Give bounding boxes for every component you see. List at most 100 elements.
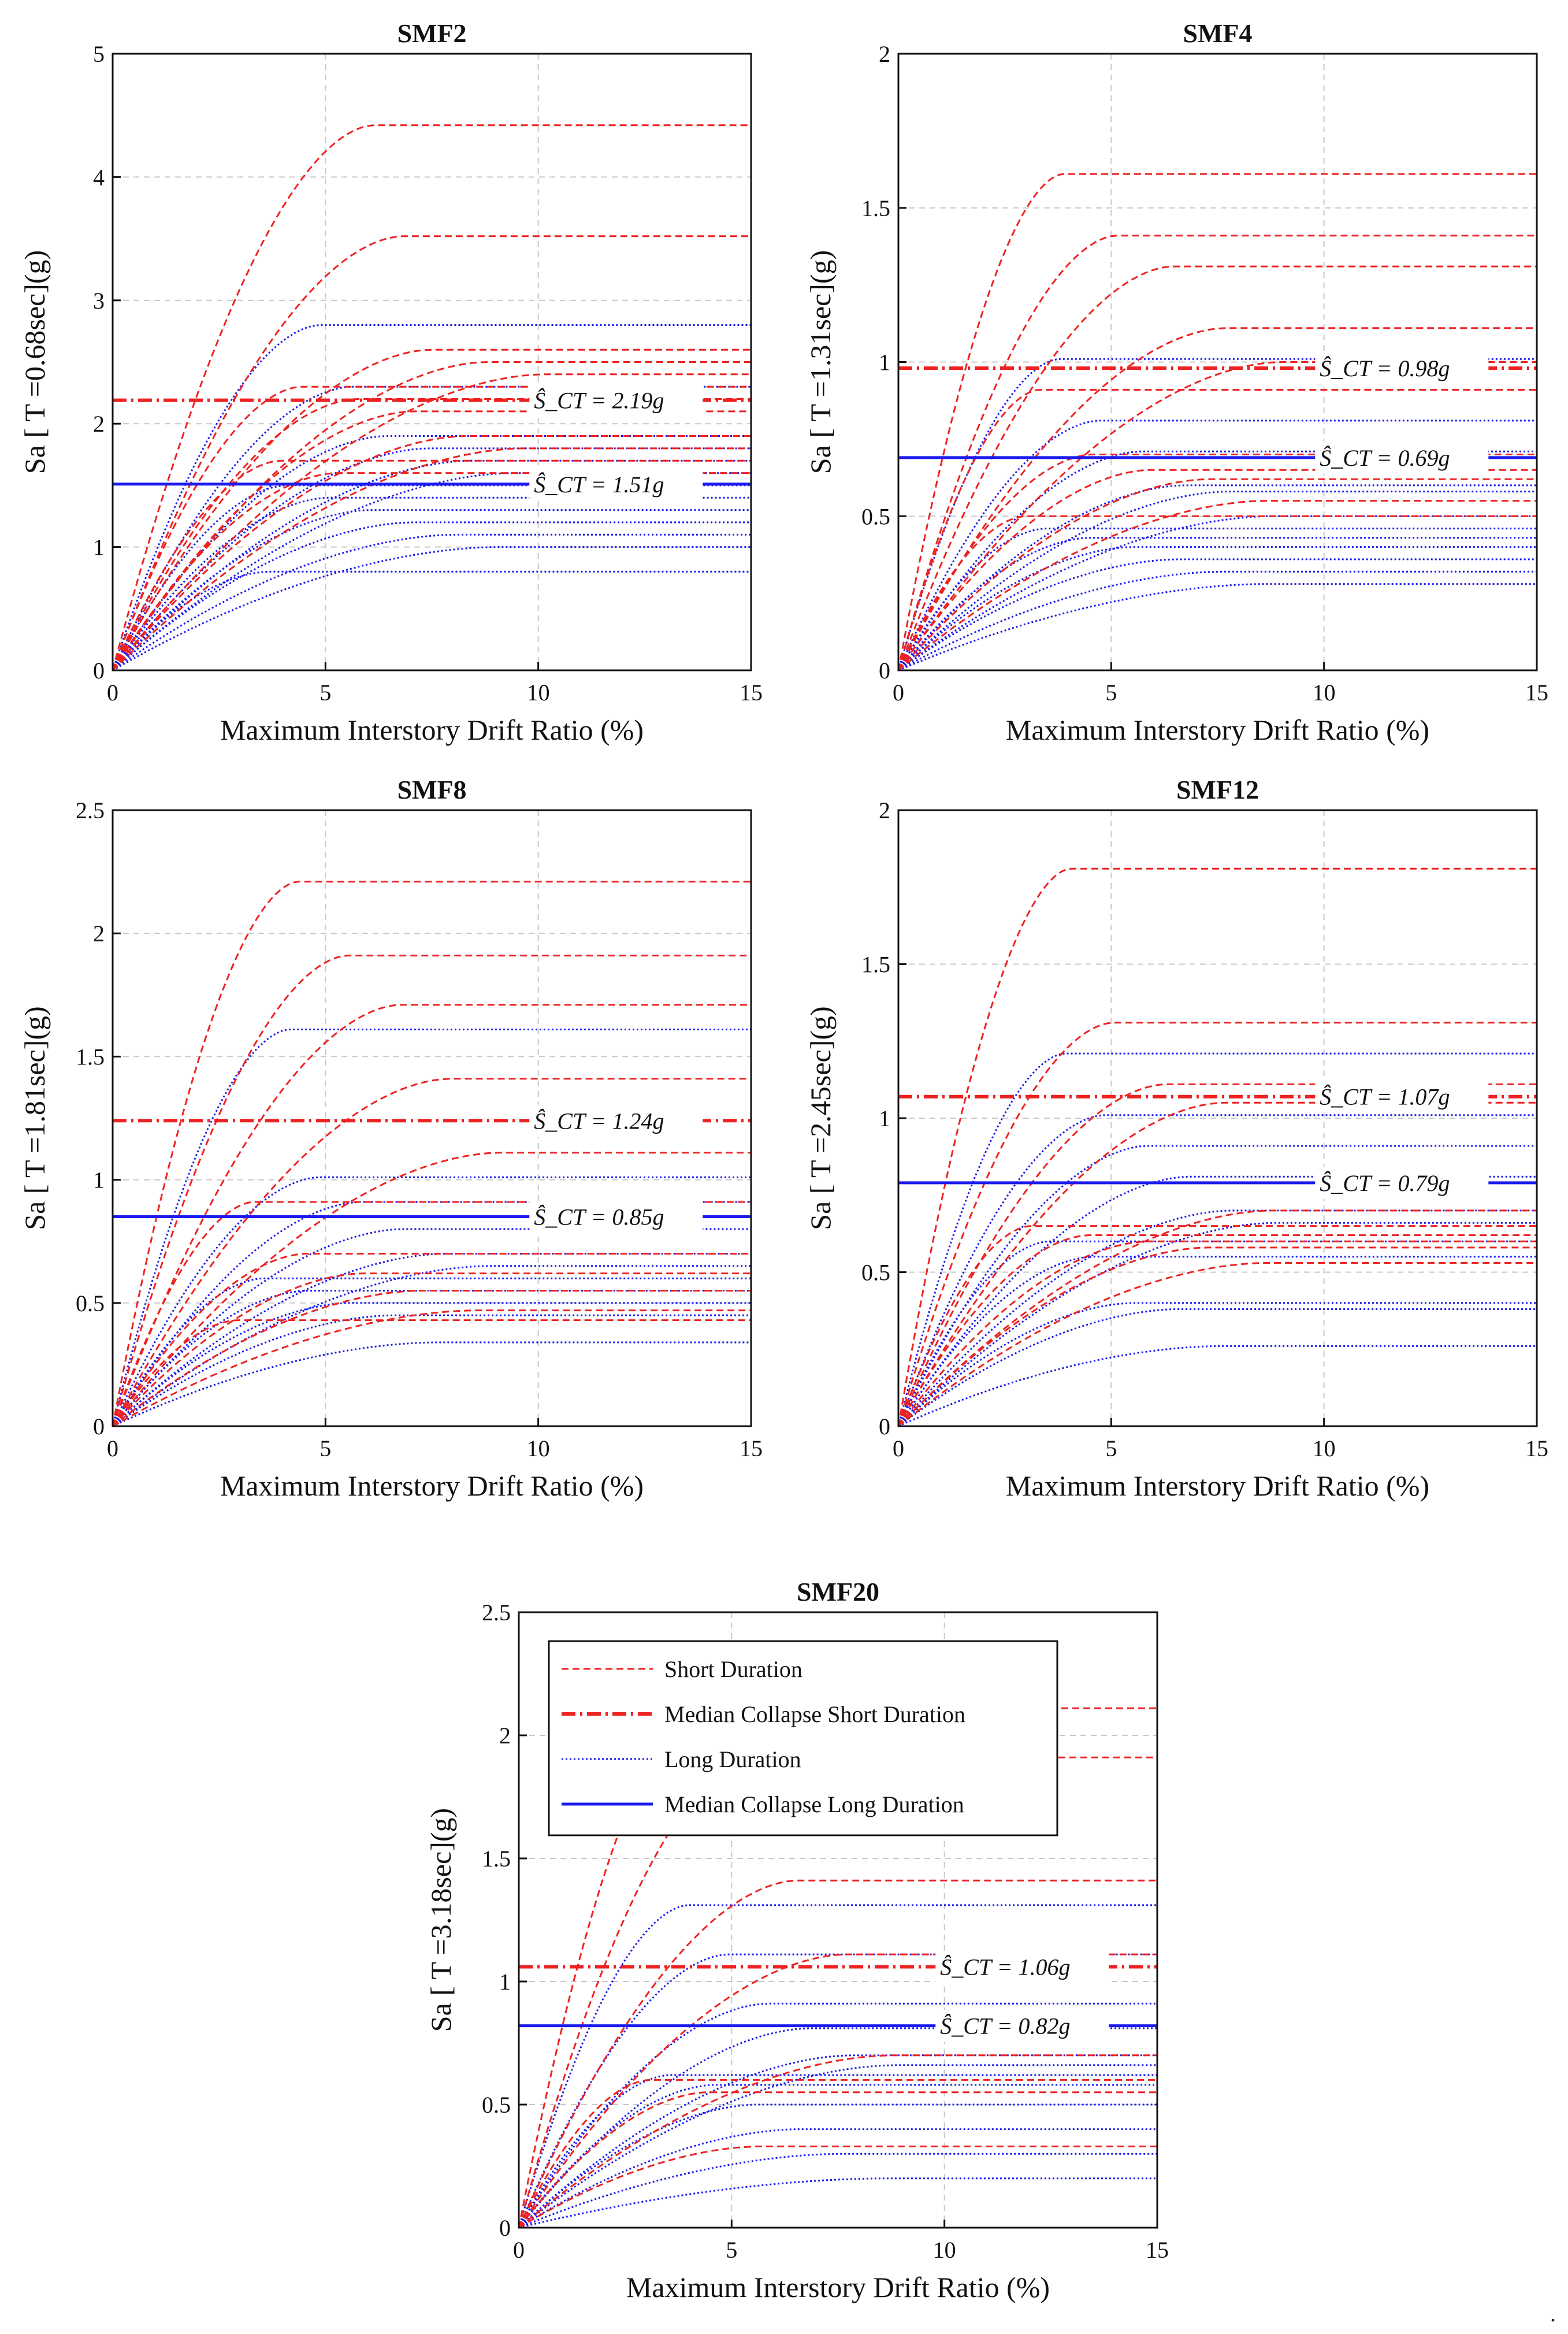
- x-tick-label: 5: [319, 1435, 331, 1461]
- short-duration-curve: [112, 1004, 751, 1427]
- long-duration-curve: [518, 1904, 1157, 2228]
- short-duration-curve: [518, 2054, 1157, 2229]
- short-duration-curve: [897, 1101, 1537, 1427]
- long-duration-curve: [897, 546, 1537, 671]
- long-duration-curve: [112, 385, 751, 671]
- x-tick-label: 5: [726, 2237, 737, 2263]
- long-duration-curve: [898, 1345, 1537, 1427]
- x-tick-label: 5: [1105, 680, 1117, 706]
- long-duration-curve: [898, 558, 1537, 671]
- chart-title: SMF20: [797, 1577, 879, 1606]
- y-tick-label: 2: [879, 41, 890, 67]
- annotation-bg: [1315, 441, 1489, 474]
- x-tick-label: 15: [1146, 2237, 1169, 2263]
- y-tick-label: 1.5: [76, 1044, 105, 1070]
- short-duration-curve: [112, 1319, 751, 1427]
- x-axis-label: Maximum Interstory Drift Ratio (%): [220, 714, 644, 746]
- axes-box: [112, 53, 752, 671]
- short-duration-curve: [897, 173, 1537, 671]
- long-duration-curve: [112, 1314, 751, 1427]
- x-axis-label: Maximum Interstory Drift Ratio (%): [220, 1470, 644, 1502]
- short-duration-curve: [112, 881, 751, 1427]
- x-tick-label: 0: [107, 1435, 118, 1461]
- axes-box: [112, 809, 752, 1427]
- y-tick-label: 0.5: [76, 1290, 105, 1316]
- short-duration-curve: [518, 1953, 1157, 2228]
- y-tick-label: 1.5: [861, 195, 890, 221]
- short-duration-curve: [897, 389, 1537, 671]
- y-tick-label: 2: [879, 797, 890, 823]
- short-duration-curve: [897, 265, 1537, 671]
- y-axis-label: Sa [ T =3.18sec](g): [425, 1808, 457, 2032]
- short-duration-curve: [112, 1272, 751, 1427]
- long-duration-curve: [897, 1302, 1537, 1427]
- x-tick-label: 10: [527, 680, 550, 706]
- x-axis-label: Maximum Interstory Drift Ratio (%): [626, 2271, 1050, 2303]
- long-duration-curve: [112, 484, 751, 671]
- short-duration-curve: [112, 447, 751, 671]
- short-duration-curve: [112, 398, 751, 671]
- short-duration-curve: [897, 1246, 1537, 1427]
- short-duration-curve: [898, 500, 1537, 671]
- long-duration-curve: [898, 570, 1537, 671]
- y-tick-label: 0: [93, 1413, 105, 1439]
- axes-box: [518, 1611, 1158, 2229]
- long-duration-curve: [518, 2027, 1157, 2228]
- short-duration-curve: [112, 361, 751, 671]
- long-duration-curve: [518, 2074, 1157, 2228]
- x-tick-label: 0: [107, 680, 118, 706]
- legend: Short Duration Median Collapse Short Dura…: [548, 1640, 1058, 1836]
- long-duration-curve: [112, 1253, 751, 1427]
- long-duration-curve: [897, 484, 1537, 671]
- x-tick-label: 15: [1525, 1435, 1548, 1461]
- long-duration-curve: [112, 1341, 751, 1427]
- y-tick-label: 1: [499, 1969, 511, 1995]
- short-duration-curve: [112, 435, 751, 671]
- short-duration-curve: [112, 235, 751, 671]
- short-duration-curve: [112, 955, 751, 1427]
- short-duration-curve: [897, 1083, 1537, 1427]
- y-tick-label: 2: [93, 411, 105, 437]
- short-duration-curve: [897, 454, 1537, 671]
- short-duration-curve: [897, 515, 1537, 671]
- y-tick-label: 4: [93, 164, 105, 190]
- long-duration-curve: [897, 1256, 1537, 1427]
- x-tick-label: 15: [740, 680, 763, 706]
- long-duration-curve: [897, 1209, 1537, 1427]
- short-duration-curve: [518, 2091, 1157, 2228]
- short-duration-curve: [112, 1078, 751, 1427]
- long-duration-curve: [112, 1176, 751, 1427]
- long-duration-curve: [518, 2084, 1157, 2228]
- y-tick-label: 1.5: [861, 952, 890, 978]
- curves: [112, 124, 751, 671]
- y-axis-label: Sa [ T =0.68sec](g): [18, 250, 51, 474]
- x-tick-label: 0: [893, 1435, 904, 1461]
- long-duration-curve: [112, 1228, 751, 1427]
- y-tick-label: 1: [879, 350, 890, 376]
- long-duration-curve: [112, 1265, 751, 1427]
- long-duration-curve: [112, 1201, 751, 1427]
- long-duration-curve: [112, 324, 751, 671]
- collapse-annotation: Ŝ_CT = 1.07g: [1320, 1084, 1450, 1110]
- collapse-annotation: Ŝ_CT = 1.51g: [534, 472, 664, 498]
- x-tick-label: 5: [319, 680, 331, 706]
- short-duration-curve: [112, 1201, 751, 1427]
- y-axis-label: Sa [ T =1.81sec](g): [18, 1006, 51, 1230]
- short-duration-curve: [897, 1022, 1537, 1427]
- y-tick-label: 2: [93, 921, 105, 947]
- long-duration-curve: [112, 496, 751, 671]
- x-tick-label: 15: [1525, 680, 1548, 706]
- long-duration-curve: [898, 1308, 1537, 1427]
- short-duration-curve: [897, 469, 1537, 671]
- y-tick-label: 1: [93, 535, 105, 561]
- y-tick-label: 3: [93, 288, 105, 314]
- short-duration-curve: [112, 1309, 751, 1427]
- long-duration-curve: [897, 528, 1537, 671]
- long-duration-curve: [112, 459, 751, 671]
- long-duration-curve: [518, 2128, 1157, 2229]
- short-duration-curve: [518, 1879, 1157, 2228]
- long-duration-curve: [897, 1052, 1537, 1427]
- y-tick-label: 5: [93, 41, 105, 67]
- legend-label: Median Collapse Short Duration: [664, 1701, 965, 1727]
- short-duration-curve: [518, 2079, 1157, 2228]
